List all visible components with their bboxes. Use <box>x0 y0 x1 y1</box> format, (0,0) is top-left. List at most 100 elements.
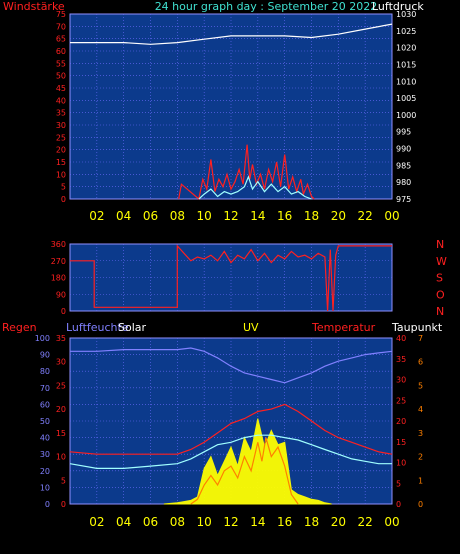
wind-x-tick-label: 12 <box>223 209 238 223</box>
temperature-y-tick-label: 30 <box>396 376 406 385</box>
dewpoint-y-tick-label: 3 <box>418 429 423 438</box>
humidity-y-tick-label: 5 <box>61 476 66 485</box>
humidity-y-tick-label: 20 <box>56 405 66 414</box>
wind-y-tick-label: 45 <box>56 84 66 93</box>
rain-x-tick-label: 18 <box>304 515 319 529</box>
rain-y-tick-label: 20 <box>40 467 50 476</box>
rain-x-tick-label: 10 <box>197 515 212 529</box>
pressure-y-tick-label: 1000 <box>396 111 416 120</box>
dewpoint-axis-title: Taupunkt <box>391 321 443 334</box>
compass-label: N <box>436 305 444 318</box>
wind-y-tick-label: 5 <box>61 183 66 192</box>
humidity-y-tick-label: 15 <box>56 429 66 438</box>
wind-x-tick-label: 08 <box>170 209 185 223</box>
wind-y-tick-label: 0 <box>61 195 66 204</box>
pressure-y-tick-label: 975 <box>396 195 411 204</box>
direction-y-tick-label: 90 <box>56 290 66 299</box>
pressure-y-tick-label: 995 <box>396 128 411 137</box>
rain-y-tick-label: 60 <box>40 400 50 409</box>
compass-label: O <box>436 288 445 301</box>
pressure-y-tick-label: 985 <box>396 161 411 170</box>
rain-x-tick-label: 02 <box>89 515 104 529</box>
wind-y-tick-label: 40 <box>56 96 66 105</box>
dewpoint-line <box>69 434 392 469</box>
wind-x-tick-label: 14 <box>250 209 265 223</box>
uv-line <box>190 437 299 505</box>
wind-y-tick-label: 75 <box>56 10 66 19</box>
direction-y-tick-label: 180 <box>51 274 66 283</box>
temperature-line <box>69 403 393 455</box>
rain-x-tick-label: 12 <box>223 515 238 529</box>
wind-y-tick-label: 55 <box>56 59 66 68</box>
temperature-y-tick-label: 15 <box>396 438 406 447</box>
wind-x-tick-label: 02 <box>89 209 104 223</box>
rain-y-tick-label: 50 <box>40 417 50 426</box>
wind-y-tick-label: 35 <box>56 109 66 118</box>
humidity-y-tick-label: 35 <box>56 334 66 343</box>
pressure-y-tick-label: 980 <box>396 178 411 187</box>
temperature-y-tick-label: 35 <box>396 355 406 364</box>
wind-x-tick-label: 16 <box>277 209 292 223</box>
compass-label: N <box>436 238 444 251</box>
direction-y-tick-label: 360 <box>51 240 66 249</box>
wind-y-tick-label: 60 <box>56 47 66 56</box>
rain-y-tick-label: 30 <box>40 450 50 459</box>
wind-y-tick-label: 50 <box>56 72 66 81</box>
temperature-y-tick-label: 5 <box>396 479 401 488</box>
rain-x-tick-label: 08 <box>170 515 185 529</box>
humidity-y-tick-label: 25 <box>56 381 66 390</box>
humidity-y-tick-label: 30 <box>56 358 66 367</box>
pressure-y-tick-label: 990 <box>396 145 411 154</box>
wind-y-tick-label: 15 <box>56 158 66 167</box>
direction-y-tick-label: 0 <box>61 307 66 316</box>
wind-x-tick-label: 22 <box>358 209 373 223</box>
temperature-axis-title: Temperatur <box>311 321 376 334</box>
temperature-y-tick-label: 25 <box>396 396 406 405</box>
temperature-y-tick-label: 40 <box>396 334 406 343</box>
dewpoint-y-tick-label: 6 <box>418 358 423 367</box>
wind-y-tick-label: 65 <box>56 35 66 44</box>
wind-y-tick-label: 30 <box>56 121 66 130</box>
wind-x-tick-label: 04 <box>116 209 131 223</box>
pressure-y-tick-label: 1005 <box>396 94 416 103</box>
rain-y-tick-label: 70 <box>40 384 50 393</box>
chart-title: 24 hour graph day : September 20 2022 <box>155 0 378 13</box>
wind-y-tick-label: 10 <box>56 170 66 179</box>
pressure-y-tick-label: 1010 <box>396 77 416 86</box>
pressure-axis-title: Luftdruck <box>372 0 424 13</box>
pressure-y-tick-label: 1030 <box>396 10 416 19</box>
dewpoint-y-tick-label: 0 <box>418 500 423 509</box>
wind-y-tick-label: 25 <box>56 133 66 142</box>
humidity-y-tick-label: 0 <box>61 500 66 509</box>
pressure-y-tick-label: 1015 <box>396 60 416 69</box>
temperature-y-tick-label: 20 <box>396 417 406 426</box>
rain-x-tick-label: 20 <box>331 515 346 529</box>
wind-x-tick-label: 10 <box>197 209 212 223</box>
compass-label: S <box>436 272 443 285</box>
temperature-y-tick-label: 0 <box>396 500 401 509</box>
compass-label: W <box>436 255 447 268</box>
dewpoint-y-tick-label: 2 <box>418 453 423 462</box>
rain-y-tick-label: 0 <box>45 500 50 509</box>
pressure-y-tick-label: 1020 <box>396 44 416 53</box>
wind-speed-line <box>178 144 315 201</box>
humidity-temperature-panel: 0102030405060708090100051015202530350510… <box>35 334 423 529</box>
rain-x-tick-label: 22 <box>358 515 373 529</box>
wind-x-tick-label: 18 <box>304 209 319 223</box>
wind-x-tick-label: 06 <box>143 209 158 223</box>
wind-pressure-panel: 0510152025303540455055606570759759809859… <box>56 10 417 223</box>
rain-y-tick-label: 90 <box>40 351 50 360</box>
dewpoint-y-tick-label: 4 <box>418 405 423 414</box>
rain-x-tick-label: 16 <box>277 515 292 529</box>
humidity-line <box>70 347 393 384</box>
pressure-line <box>70 23 393 45</box>
dewpoint-y-tick-label: 7 <box>418 334 423 343</box>
wind-x-tick-label: 20 <box>331 209 346 223</box>
direction-y-tick-label: 270 <box>51 257 66 266</box>
rain-x-tick-label: 00 <box>384 515 399 529</box>
wind-direction-line <box>70 244 392 312</box>
wind-y-tick-label: 20 <box>56 146 66 155</box>
dewpoint-y-tick-label: 5 <box>418 381 423 390</box>
